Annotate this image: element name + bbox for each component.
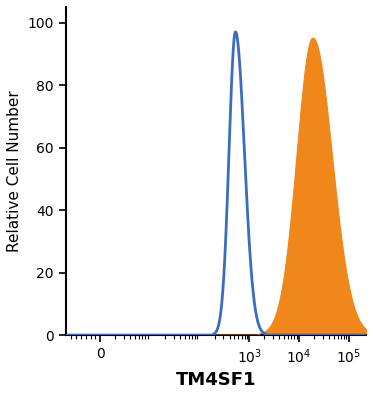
X-axis label: TM4SF1: TM4SF1 bbox=[176, 371, 256, 389]
Y-axis label: Relative Cell Number: Relative Cell Number bbox=[7, 90, 22, 252]
